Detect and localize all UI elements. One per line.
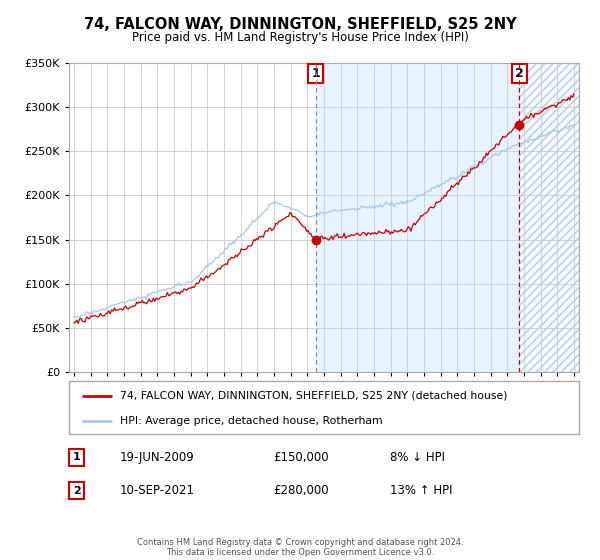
Bar (519, 63, 583, 372)
Text: 1: 1 (73, 452, 80, 463)
Text: Contains HM Land Registry data © Crown copyright and database right 2024.
This d: Contains HM Land Registry data © Crown c… (137, 538, 463, 557)
Text: 8% ↓ HPI: 8% ↓ HPI (391, 451, 445, 464)
Text: 2: 2 (515, 67, 523, 81)
Text: 10-SEP-2021: 10-SEP-2021 (120, 484, 195, 497)
Text: Price paid vs. HM Land Registry's House Price Index (HPI): Price paid vs. HM Land Registry's House … (131, 31, 469, 44)
Text: 13% ↑ HPI: 13% ↑ HPI (391, 484, 453, 497)
Text: 74, FALCON WAY, DINNINGTON, SHEFFIELD, S25 2NY (detached house): 74, FALCON WAY, DINNINGTON, SHEFFIELD, S… (120, 391, 508, 401)
Text: 19-JUN-2009: 19-JUN-2009 (120, 451, 195, 464)
Text: £280,000: £280,000 (273, 484, 329, 497)
Text: 74, FALCON WAY, DINNINGTON, SHEFFIELD, S25 2NY: 74, FALCON WAY, DINNINGTON, SHEFFIELD, S… (83, 17, 517, 32)
Text: HPI: Average price, detached house, Rotherham: HPI: Average price, detached house, Roth… (120, 416, 383, 426)
FancyBboxPatch shape (69, 381, 579, 434)
Text: 2: 2 (73, 486, 80, 496)
Bar (519, 63, 583, 372)
Text: £150,000: £150,000 (273, 451, 329, 464)
Bar (316, 63, 519, 372)
Text: 1: 1 (311, 67, 320, 81)
